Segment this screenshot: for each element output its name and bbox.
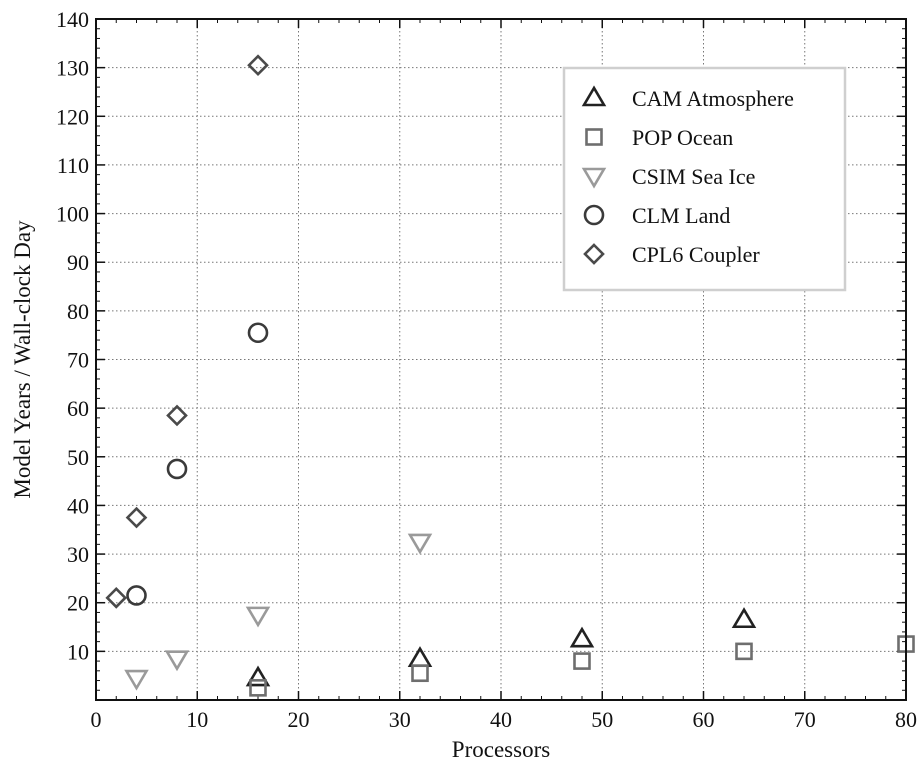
y-tick-label: 70 [67,348,89,373]
data-point [126,585,147,606]
y-tick-label: 100 [56,202,89,227]
data-point [411,664,429,683]
data-point [735,642,753,661]
x-tick-label: 80 [895,707,917,732]
data-point [105,587,128,609]
grid-lines [96,19,906,700]
legend-marker [581,85,607,107]
data-point [247,322,269,344]
y-tick-label: 90 [67,250,89,275]
tick-labels: 0 10 20 30 40 50 60 70 80 10 20 30 40 50 60 70 80 90 100 11… [56,7,917,732]
legend-marker [581,167,607,189]
x-tick-label: 0 [91,707,102,732]
series-csim-sea-ice [124,533,433,691]
data-point [166,404,188,427]
data-point [245,606,271,628]
data-point [125,506,148,529]
legend: CAM Atmosphere POP Ocean CSIM Sea Ice CLM L… [562,66,847,292]
y-tick-label: 120 [56,104,89,129]
y-tick-label: 80 [67,299,89,324]
data-point [569,626,595,648]
legend-label: CLM Land [632,203,730,228]
y-tick-label: 60 [67,396,89,421]
x-tick-label: 70 [794,707,816,732]
data-point [166,458,188,480]
data-point [124,669,149,691]
legend-marker [585,128,603,146]
x-tick-label: 60 [693,707,715,732]
data-point [407,533,433,555]
legend-marker [583,243,605,265]
y-tick-label: 130 [56,56,89,81]
y-axis-title: Model Years / Wall-clock Day [10,220,35,499]
data-point [249,679,267,697]
x-tick-label: 20 [288,707,310,732]
y-tick-label: 40 [67,493,89,518]
legend-label: CPL6 Coupler [632,242,760,267]
legend-label: CSIM Sea Ice [632,164,755,189]
legend-box [562,66,847,292]
series-clm-land [126,322,269,606]
legend-label: CAM Atmosphere [632,86,794,111]
x-tick-label: 10 [186,707,208,732]
y-tick-label: 20 [67,591,89,616]
y-tick-label: 10 [67,639,89,664]
data-point [245,665,271,687]
data-point [573,652,591,670]
x-tick-label: 40 [490,707,512,732]
x-tick-label: 50 [591,707,613,732]
plot-frame [95,18,907,701]
y-tick-label: 50 [67,445,89,470]
series-cpl6-coupler [105,54,269,609]
y-tick-label: 30 [67,542,89,567]
y-tick-label: 140 [56,7,89,32]
x-tick-label: 30 [389,707,411,732]
legend-label: POP Ocean [632,125,733,150]
y-tick-label: 110 [57,153,89,178]
data-point [731,607,757,629]
legend-marker [583,204,605,226]
data-points [105,54,915,697]
data-point [247,54,269,77]
data-point [164,650,190,672]
x-axis-title: Processors [452,737,550,761]
